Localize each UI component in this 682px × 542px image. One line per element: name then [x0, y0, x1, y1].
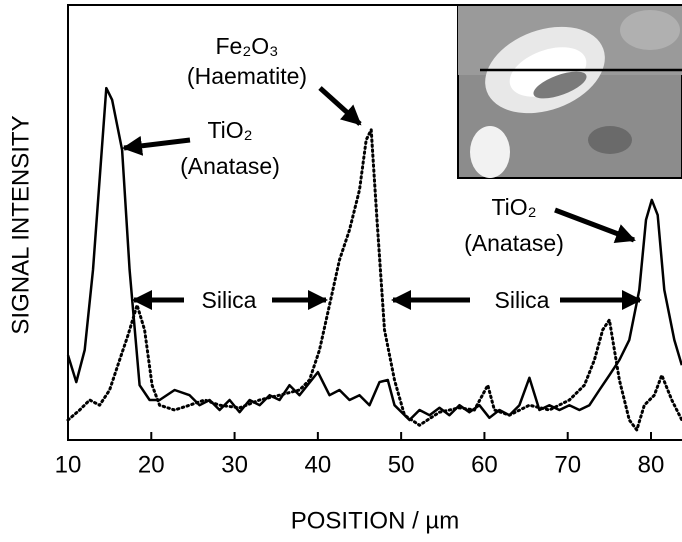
series-line	[66, 86, 682, 422]
x-tick-label: 20	[138, 451, 165, 478]
x-axis-label: POSITION / µm	[291, 507, 460, 534]
x-tick-label: 10	[55, 451, 82, 478]
inset-image	[457, 4, 682, 179]
annotation: (Anatase)	[464, 230, 564, 256]
annotation: TiO₂	[491, 194, 536, 220]
annotation: TiO₂	[207, 117, 252, 143]
annotation: (Haematite)	[187, 63, 307, 89]
series-line	[66, 128, 682, 432]
plot-frame	[67, 4, 682, 441]
x-tick-label: 70	[554, 451, 581, 478]
arrows	[122, 86, 642, 310]
x-tick-label: 50	[388, 451, 415, 478]
annotation: Silica	[202, 287, 257, 313]
x-tick-label: 40	[305, 451, 332, 478]
annotation: Silica	[495, 287, 550, 313]
x-tick-label: 30	[221, 451, 248, 478]
annotation: Fe₂O₃	[215, 33, 278, 59]
x-tick-label: 60	[471, 451, 498, 478]
x-tick-label: 80	[638, 451, 665, 478]
annotation: (Anatase)	[180, 153, 280, 179]
y-axis-label: SIGNAL INTENSITY	[7, 115, 34, 334]
